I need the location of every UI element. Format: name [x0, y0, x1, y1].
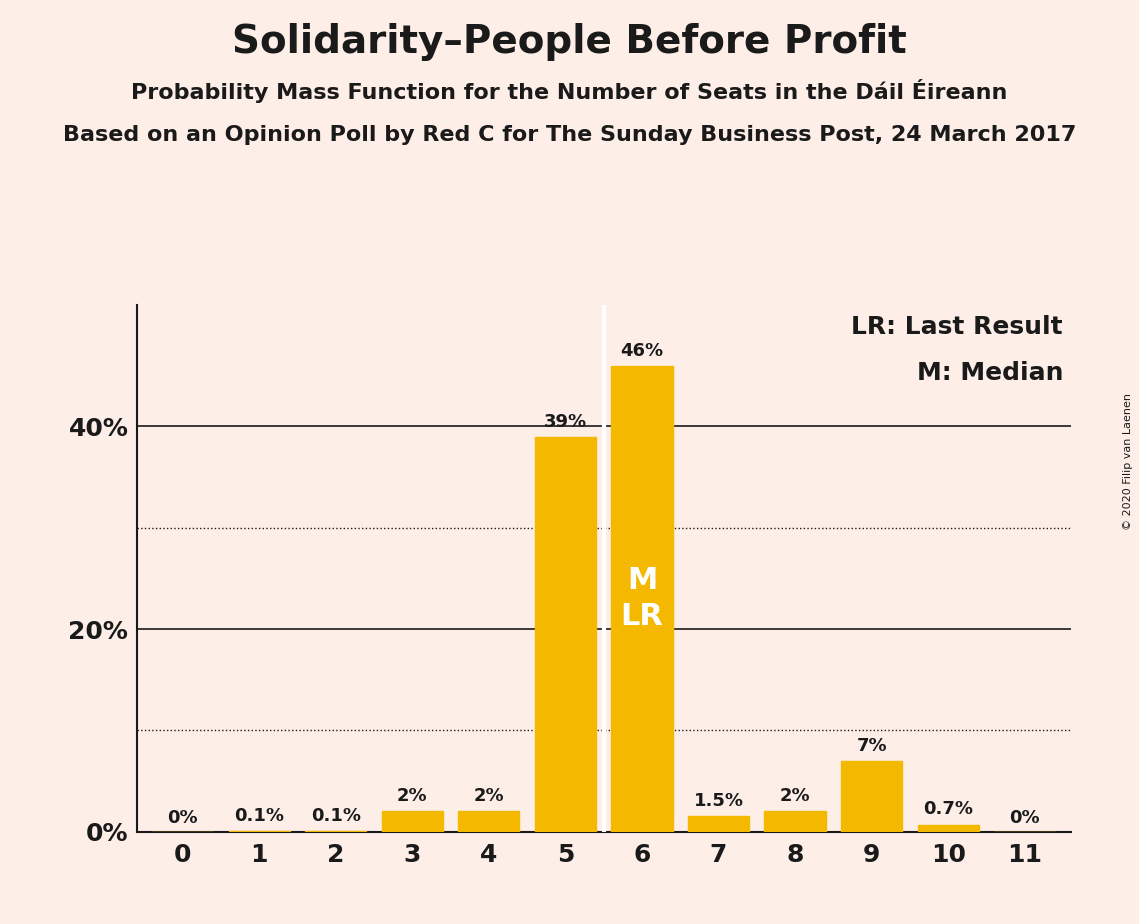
Bar [458, 811, 519, 832]
Bar [688, 817, 749, 832]
Text: Based on an Opinion Poll by Red C for The Sunday Business Post, 24 March 2017: Based on an Opinion Poll by Red C for Th… [63, 125, 1076, 145]
Text: 46%: 46% [621, 342, 664, 359]
Text: 0%: 0% [167, 808, 198, 827]
Bar [764, 811, 826, 832]
Text: 2%: 2% [474, 787, 505, 805]
Text: 0.1%: 0.1% [235, 807, 284, 824]
Text: 2%: 2% [398, 787, 427, 805]
Bar [612, 366, 672, 832]
Text: M: Median: M: Median [917, 360, 1063, 384]
Text: 0.1%: 0.1% [311, 807, 361, 824]
Bar [382, 811, 443, 832]
Text: M
LR: M LR [621, 566, 663, 631]
Bar [229, 831, 289, 832]
Text: Solidarity–People Before Profit: Solidarity–People Before Profit [232, 23, 907, 61]
Text: 0%: 0% [1009, 808, 1040, 827]
Text: LR: Last Result: LR: Last Result [851, 315, 1063, 339]
Text: 39%: 39% [543, 412, 587, 431]
Text: 2%: 2% [780, 787, 810, 805]
Text: Probability Mass Function for the Number of Seats in the Dáil Éireann: Probability Mass Function for the Number… [131, 79, 1008, 103]
Bar [535, 437, 596, 832]
Bar [841, 760, 902, 832]
Bar [918, 824, 978, 832]
Text: © 2020 Filip van Laenen: © 2020 Filip van Laenen [1123, 394, 1133, 530]
Text: 0.7%: 0.7% [924, 800, 973, 819]
Text: 7%: 7% [857, 736, 887, 755]
Bar [305, 831, 367, 832]
Text: 1.5%: 1.5% [694, 793, 744, 810]
